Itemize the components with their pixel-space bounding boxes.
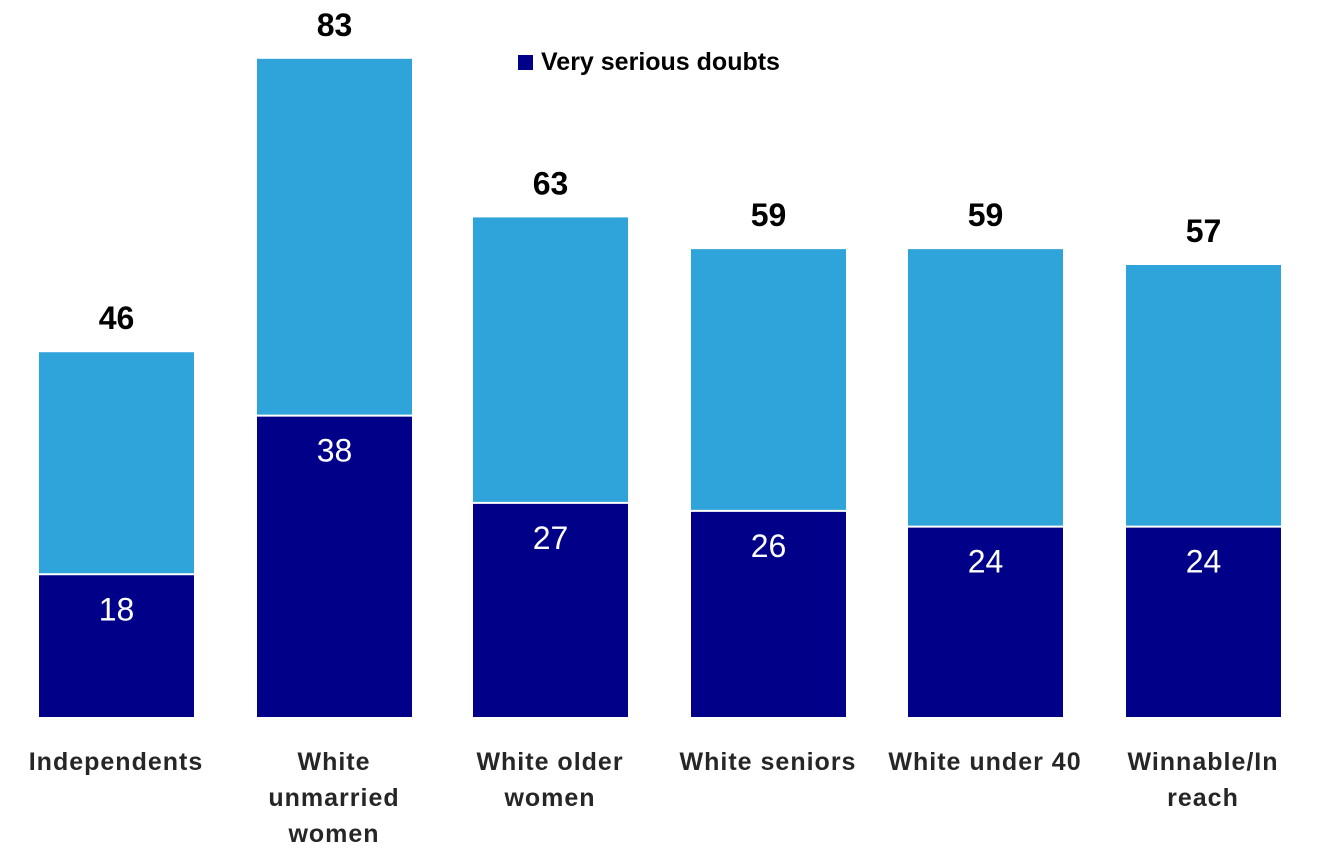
data-label-very-serious-doubts-winnable-in-reach: 24 (1186, 544, 1222, 580)
data-label-very-serious-doubts-white-unmarried-women: 38 (317, 433, 353, 469)
bar-segment-upper-winnable-in-reach (1126, 264, 1281, 527)
legend-label-very-serious-doubts: Very serious doubts (541, 48, 780, 76)
bar-segment-upper-white-older-women (473, 217, 628, 503)
bar-segment-upper-white-under-40 (908, 249, 1063, 527)
bar-segment-very-serious-doubts-white-under-40 (908, 526, 1063, 717)
data-label-very-serious-doubts-white-seniors: 26 (751, 528, 787, 564)
total-label-winnable-in-reach: 57 (1186, 213, 1222, 249)
total-label-independents: 46 (99, 300, 135, 336)
total-label-white-unmarried-women: 83 (317, 7, 353, 43)
total-label-white-seniors: 59 (751, 197, 787, 233)
legend: Very serious doubts (518, 48, 780, 77)
category-label-independents: Independents (28, 748, 204, 776)
total-label-white-older-women: 63 (533, 165, 569, 201)
category-label-white-older-women: White older women (476, 748, 624, 812)
bar-segment-upper-white-seniors (691, 249, 846, 511)
data-label-very-serious-doubts-white-under-40: 24 (968, 544, 1004, 580)
data-label-very-serious-doubts-white-older-women: 27 (533, 520, 569, 556)
data-label-very-serious-doubts-independents: 18 (99, 591, 135, 627)
bar-segment-very-serious-doubts-white-unmarried-women (257, 415, 412, 717)
category-label-white-under-40: White under 40 (888, 748, 1082, 776)
legend-swatch-very-serious-doubts (518, 55, 533, 70)
bar-segment-very-serious-doubts-winnable-in-reach (1126, 526, 1281, 717)
total-label-white-under-40: 59 (968, 197, 1004, 233)
category-label-winnable-in-reach: Winnable/In reach (1127, 748, 1279, 812)
bar-segment-very-serious-doubts-independents (39, 574, 194, 717)
bar-segment-very-serious-doubts-white-seniors (691, 510, 846, 717)
bar-segment-very-serious-doubts-white-older-women (473, 502, 628, 717)
category-label-white-seniors: White seniors (679, 748, 857, 776)
category-label-white-unmarried-women: White unmarried women (268, 748, 400, 848)
bar-segment-upper-independents (39, 352, 194, 575)
bar-segment-upper-white-unmarried-women (257, 58, 412, 416)
